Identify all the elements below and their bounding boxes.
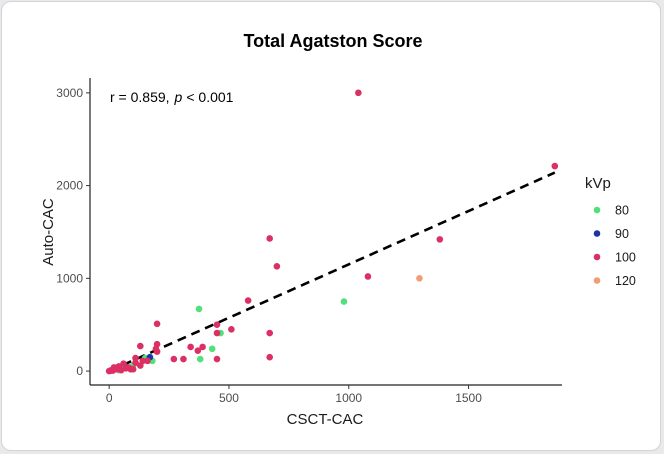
data-point-100kvp bbox=[364, 273, 372, 280]
data-point-100kvp bbox=[244, 297, 252, 304]
ticks: 0 500 1000 1500 0 1000 2000 3000 bbox=[56, 86, 482, 405]
data-point-100kvp bbox=[153, 320, 161, 328]
p-symbol: p bbox=[174, 89, 183, 105]
data-point-100kvp bbox=[180, 355, 187, 363]
points-group bbox=[105, 89, 559, 375]
data-point-100kvp bbox=[132, 354, 139, 362]
x-tick-label: 1500 bbox=[455, 391, 482, 405]
y-tick-label: 2000 bbox=[56, 179, 83, 193]
axes bbox=[89, 78, 562, 386]
data-point-80kvp bbox=[208, 345, 216, 353]
y-tick-label: 3000 bbox=[56, 86, 83, 100]
y-axis-label: Auto-CAC bbox=[40, 198, 57, 266]
data-point-80kvp bbox=[340, 298, 348, 305]
data-point-100kvp bbox=[273, 262, 281, 270]
data-point-100kvp bbox=[137, 342, 144, 350]
data-point-100kvp bbox=[436, 236, 444, 243]
y-tick-label: 0 bbox=[76, 364, 83, 378]
data-point-100kvp bbox=[213, 321, 221, 329]
data-point-100kvp bbox=[152, 345, 160, 353]
data-point-100kvp bbox=[551, 162, 559, 170]
x-axis-label: CSCT-CAC bbox=[287, 411, 364, 428]
data-point-100kvp bbox=[132, 359, 139, 367]
data-point-80kvp bbox=[196, 355, 204, 363]
legend-swatch-90 bbox=[593, 230, 601, 237]
legend-label-120: 120 bbox=[615, 274, 636, 288]
x-tick-label: 0 bbox=[106, 391, 113, 405]
data-point-100kvp bbox=[187, 343, 194, 351]
data-point-100kvp bbox=[355, 89, 362, 97]
legend-label-90: 90 bbox=[615, 227, 629, 241]
trendline-group bbox=[108, 171, 556, 373]
x-tick-label: 500 bbox=[219, 391, 239, 405]
data-point-100kvp bbox=[170, 355, 178, 363]
data-point-100kvp bbox=[228, 326, 235, 333]
legend: kVp 80 90 100 120 bbox=[585, 175, 636, 288]
legend-swatch-80 bbox=[593, 206, 601, 214]
r-value: r = 0.859, bbox=[110, 89, 170, 105]
x-tick-label: 1000 bbox=[335, 391, 362, 405]
data-point-100kvp bbox=[194, 347, 202, 354]
p-value: < 0.001 bbox=[186, 89, 233, 105]
data-point-100kvp bbox=[266, 353, 273, 361]
data-point-100kvp bbox=[266, 235, 273, 242]
data-point-100kvp bbox=[144, 357, 151, 365]
correlation-annotation: r = 0.859, p < 0.001 bbox=[110, 89, 234, 105]
legend-swatch-120 bbox=[593, 277, 601, 284]
trendline bbox=[108, 171, 556, 373]
chart-title: Total Agatston Score bbox=[243, 31, 422, 51]
y-tick-label: 1000 bbox=[56, 271, 83, 285]
data-point-100kvp bbox=[266, 329, 273, 337]
legend-label-100: 100 bbox=[615, 251, 636, 265]
data-point-100kvp bbox=[213, 329, 221, 337]
data-point-100kvp bbox=[129, 365, 137, 373]
data-point-120kvp bbox=[416, 275, 423, 282]
legend-title: kVp bbox=[585, 175, 611, 192]
data-point-100kvp bbox=[213, 355, 221, 363]
data-point-100kvp bbox=[122, 365, 130, 372]
data-point-100kvp bbox=[199, 343, 206, 351]
data-point-100kvp bbox=[139, 357, 147, 365]
data-point-100kvp bbox=[109, 367, 117, 374]
legend-label-80: 80 bbox=[615, 204, 629, 218]
legend-swatch-100 bbox=[593, 253, 601, 261]
data-point-80kvp bbox=[195, 305, 203, 313]
